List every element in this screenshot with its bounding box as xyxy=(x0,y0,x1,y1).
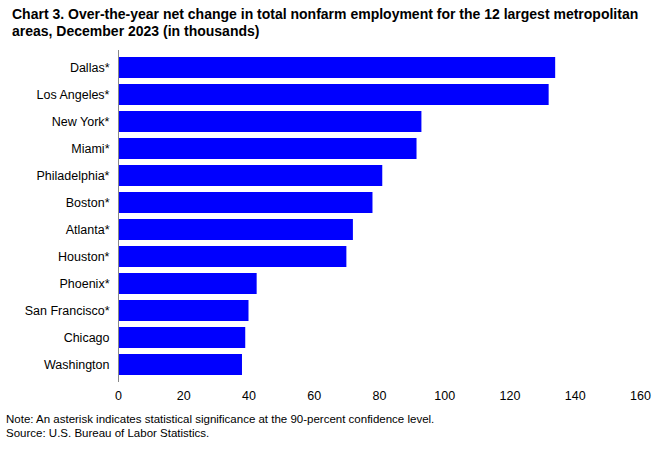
html-text:Source: U.S. Bureau of Labor S: Source: U.S. Bureau of Labor Statistics. xyxy=(6,427,210,439)
html-text:Note: An asterisk indicates st: Note: An asterisk indicates statistical … xyxy=(6,413,435,425)
svg-text:Boston*: Boston* xyxy=(66,196,110,210)
svg-text:Dallas*: Dallas* xyxy=(70,61,110,75)
svg-text:Washington: Washington xyxy=(44,358,110,372)
svg-text:100: 100 xyxy=(434,389,455,403)
svg-text:160: 160 xyxy=(630,389,651,403)
svg-text:60: 60 xyxy=(307,389,321,403)
svg-text:Philadelphia*: Philadelphia* xyxy=(37,169,110,183)
svg-text:Los Angeles*: Los Angeles* xyxy=(37,88,110,102)
svg-text:Atlanta*: Atlanta* xyxy=(66,223,110,237)
svg-text:120: 120 xyxy=(500,389,521,403)
html-text:Chart 3. Over-the-year net cha: Chart 3. Over-the-year net change in tot… xyxy=(12,6,639,39)
svg-text:Miami*: Miami* xyxy=(71,142,109,156)
svg-text:0: 0 xyxy=(115,389,122,403)
svg-text:New York*: New York* xyxy=(52,115,110,129)
svg-text:San Francisco*: San Francisco* xyxy=(25,304,110,318)
svg-text:140: 140 xyxy=(565,389,586,403)
svg-text:Phoenix*: Phoenix* xyxy=(59,277,109,291)
svg-text:Chicago: Chicago xyxy=(64,331,110,345)
svg-text:80: 80 xyxy=(373,389,387,403)
svg-text:20: 20 xyxy=(177,389,191,403)
svg-text:Houston*: Houston* xyxy=(58,250,110,264)
svg-text:40: 40 xyxy=(242,389,256,403)
